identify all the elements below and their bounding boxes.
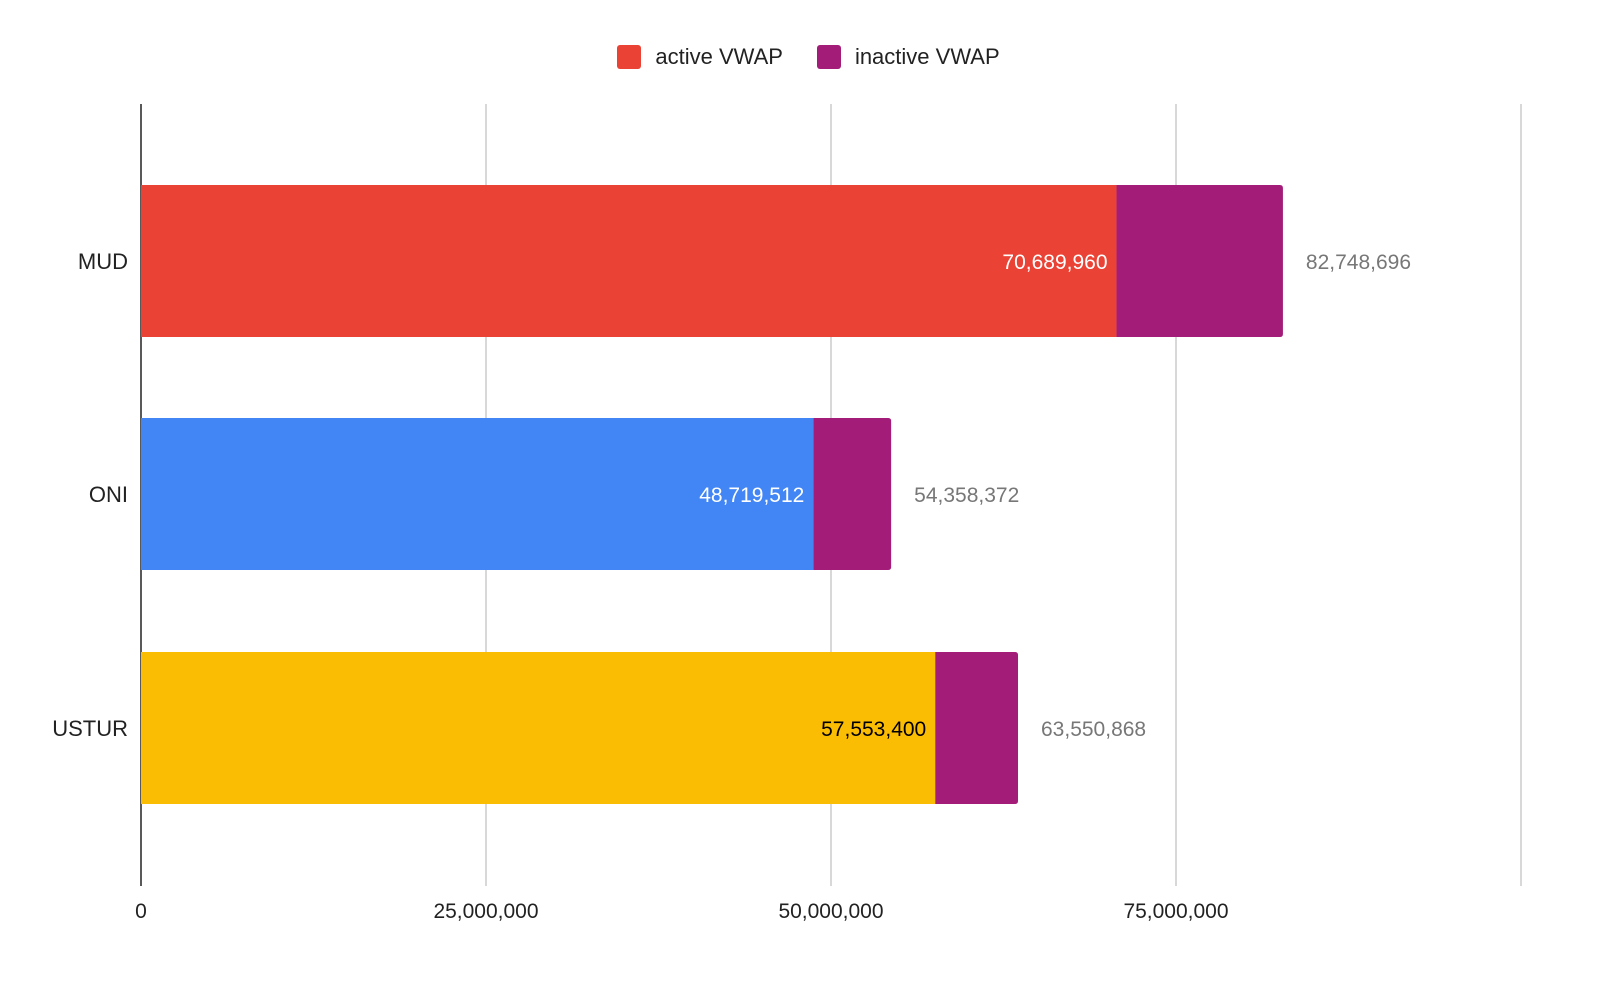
bar-active (141, 185, 1117, 337)
bar-inactive (813, 418, 892, 570)
legend-item-active[interactable]: active VWAP (617, 44, 783, 70)
bar-inactive (1116, 185, 1283, 337)
data-label-total: 54,358,372 (914, 484, 1019, 507)
bar-active (141, 418, 814, 570)
bar-active (141, 652, 936, 804)
legend: active VWAP inactive VWAP (0, 44, 1617, 70)
legend-label-active: active VWAP (655, 44, 783, 69)
data-label-active: 57,553,400 (821, 718, 926, 741)
data-label-active: 48,719,512 (699, 484, 804, 507)
category-label: MUD (78, 249, 128, 274)
legend-swatch-active (617, 45, 642, 69)
data-label-total: 63,550,868 (1041, 718, 1146, 741)
x-tick-label: 50,000,000 (778, 900, 883, 923)
x-tick-label: 25,000,000 (433, 900, 538, 923)
bar-inactive (935, 652, 1019, 804)
x-tick-label: 0 (135, 900, 147, 923)
category-label: USTUR (52, 716, 128, 741)
legend-item-inactive[interactable]: inactive VWAP (816, 44, 1000, 70)
data-label-total: 82,748,696 (1306, 251, 1411, 274)
legend-label-inactive: inactive VWAP (854, 44, 1000, 69)
data-label-active: 70,689,960 (1002, 251, 1107, 274)
category-label: ONI (89, 482, 128, 507)
legend-swatch-inactive (816, 45, 841, 69)
x-tick-label: 75,000,000 (1123, 900, 1228, 923)
